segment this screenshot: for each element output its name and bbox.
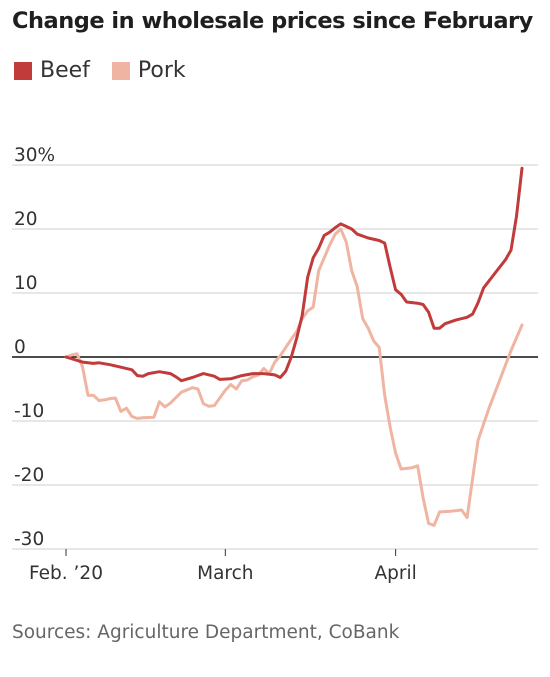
legend-label-beef: Beef [40, 58, 90, 83]
x-tick-label: March [197, 563, 253, 584]
legend-item-pork: Pork [111, 58, 186, 83]
y-tick-label: -10 [14, 401, 44, 422]
legend-swatch-pork [111, 61, 130, 80]
series-line-beef [64, 166, 524, 383]
legend-item-beef: Beef [14, 58, 90, 83]
x-tick-label: April [374, 563, 416, 584]
chart-legend: Beef Pork [14, 58, 208, 83]
y-tick-label: -30 [14, 529, 44, 550]
chart-title: Change in wholesale prices since Februar… [12, 8, 533, 34]
y-tick-label: -20 [14, 465, 44, 486]
y-tick-label: 0 [14, 337, 26, 358]
y-tick-label: 10 [14, 273, 38, 294]
x-tick-label: Feb. ’20 [29, 563, 103, 584]
legend-label-pork: Pork [137, 58, 186, 83]
y-tick-label: 20 [14, 209, 38, 230]
legend-swatch-beef [14, 61, 32, 80]
y-tick-label: 30% [14, 145, 55, 166]
chart-source: Sources: Agriculture Department, CoBank [12, 622, 400, 643]
series-line-pork [64, 227, 524, 527]
